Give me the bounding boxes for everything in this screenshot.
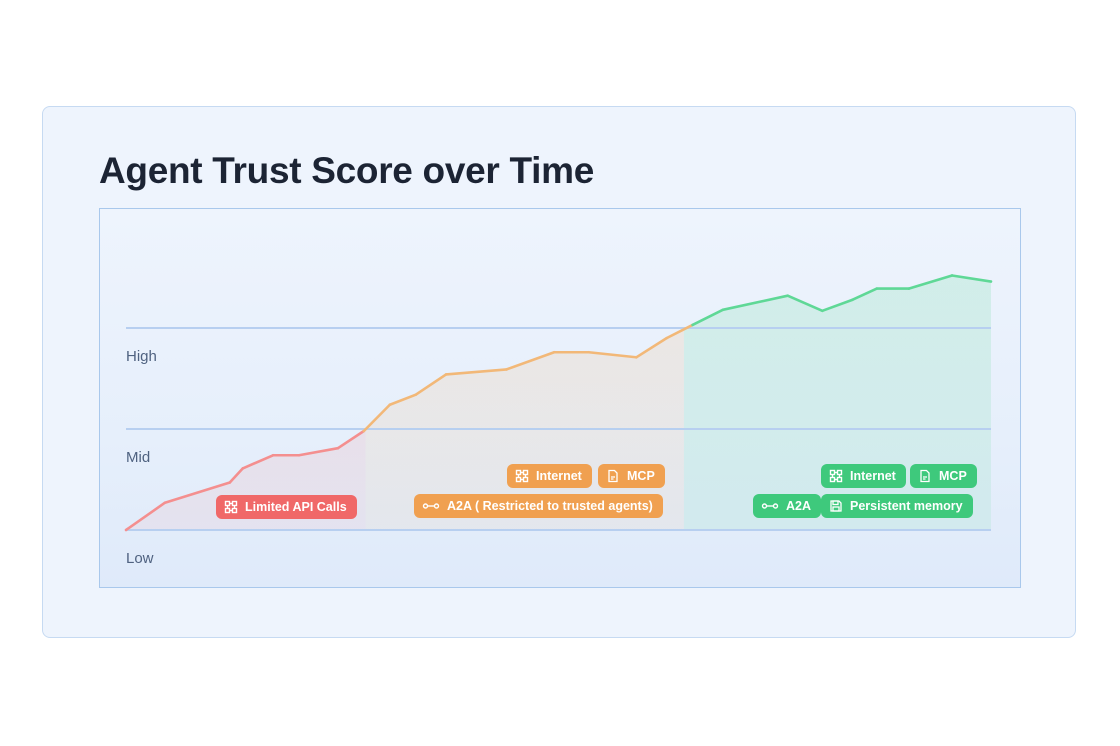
network-icon [829,469,843,483]
link-icon [761,499,779,513]
file-icon [918,469,932,483]
line-segment [241,453,275,470]
line-segment [388,393,418,407]
pill-label: MCP [939,469,967,483]
line-segment [907,274,954,290]
permission-a2a-restricted: A2A ( Restricted to trusted agents) [414,494,663,518]
pill-label: Persistent memory [850,499,963,513]
permission-internet: Internet [821,464,906,488]
pill-label: Internet [850,469,896,483]
permission-persistent-memory: Persistent memory [821,494,973,518]
level-lines [126,327,991,531]
y-label-low: Low [126,550,154,567]
line-segment [297,446,340,457]
pill-label: Limited API Calls [245,500,347,514]
permission-a2a: A2A [753,494,822,518]
line-segment [821,298,854,313]
link-icon [422,499,440,513]
line-segment [362,403,392,433]
permission-internet: Internet [507,464,592,488]
line-segment [505,350,556,371]
network-icon [515,469,529,483]
pill-label: MCP [627,469,655,483]
line-segment [851,287,879,302]
y-label-high: High [126,348,157,365]
line-segment [950,274,993,283]
file-icon [606,469,620,483]
y-label-mid: Mid [126,449,151,466]
line-segment [635,336,668,359]
line-segment [414,373,448,396]
line-segment [691,308,725,327]
line-segment [336,429,366,450]
line-segment [163,481,232,505]
line-segment [587,350,638,359]
line-segment [228,467,245,484]
trust-line [124,274,993,532]
pill-label: A2A ( Restricted to trusted agents) [447,499,653,513]
pill-label: A2A [786,499,812,513]
permission-mcp: MCP [910,464,977,488]
zone-fill-low [126,275,366,530]
permission-mcp: MCP [598,464,665,488]
line-segment [786,294,824,313]
pill-label: Internet [536,469,582,483]
permission-limited-api-calls: Limited API Calls [216,495,357,519]
line-segment [721,294,790,312]
network-icon [224,500,238,514]
save-icon [829,499,843,513]
line-segment [444,368,508,376]
line-segment [124,501,167,532]
chart-title: Agent Trust Score over Time [99,150,594,191]
line-segment [665,323,694,340]
